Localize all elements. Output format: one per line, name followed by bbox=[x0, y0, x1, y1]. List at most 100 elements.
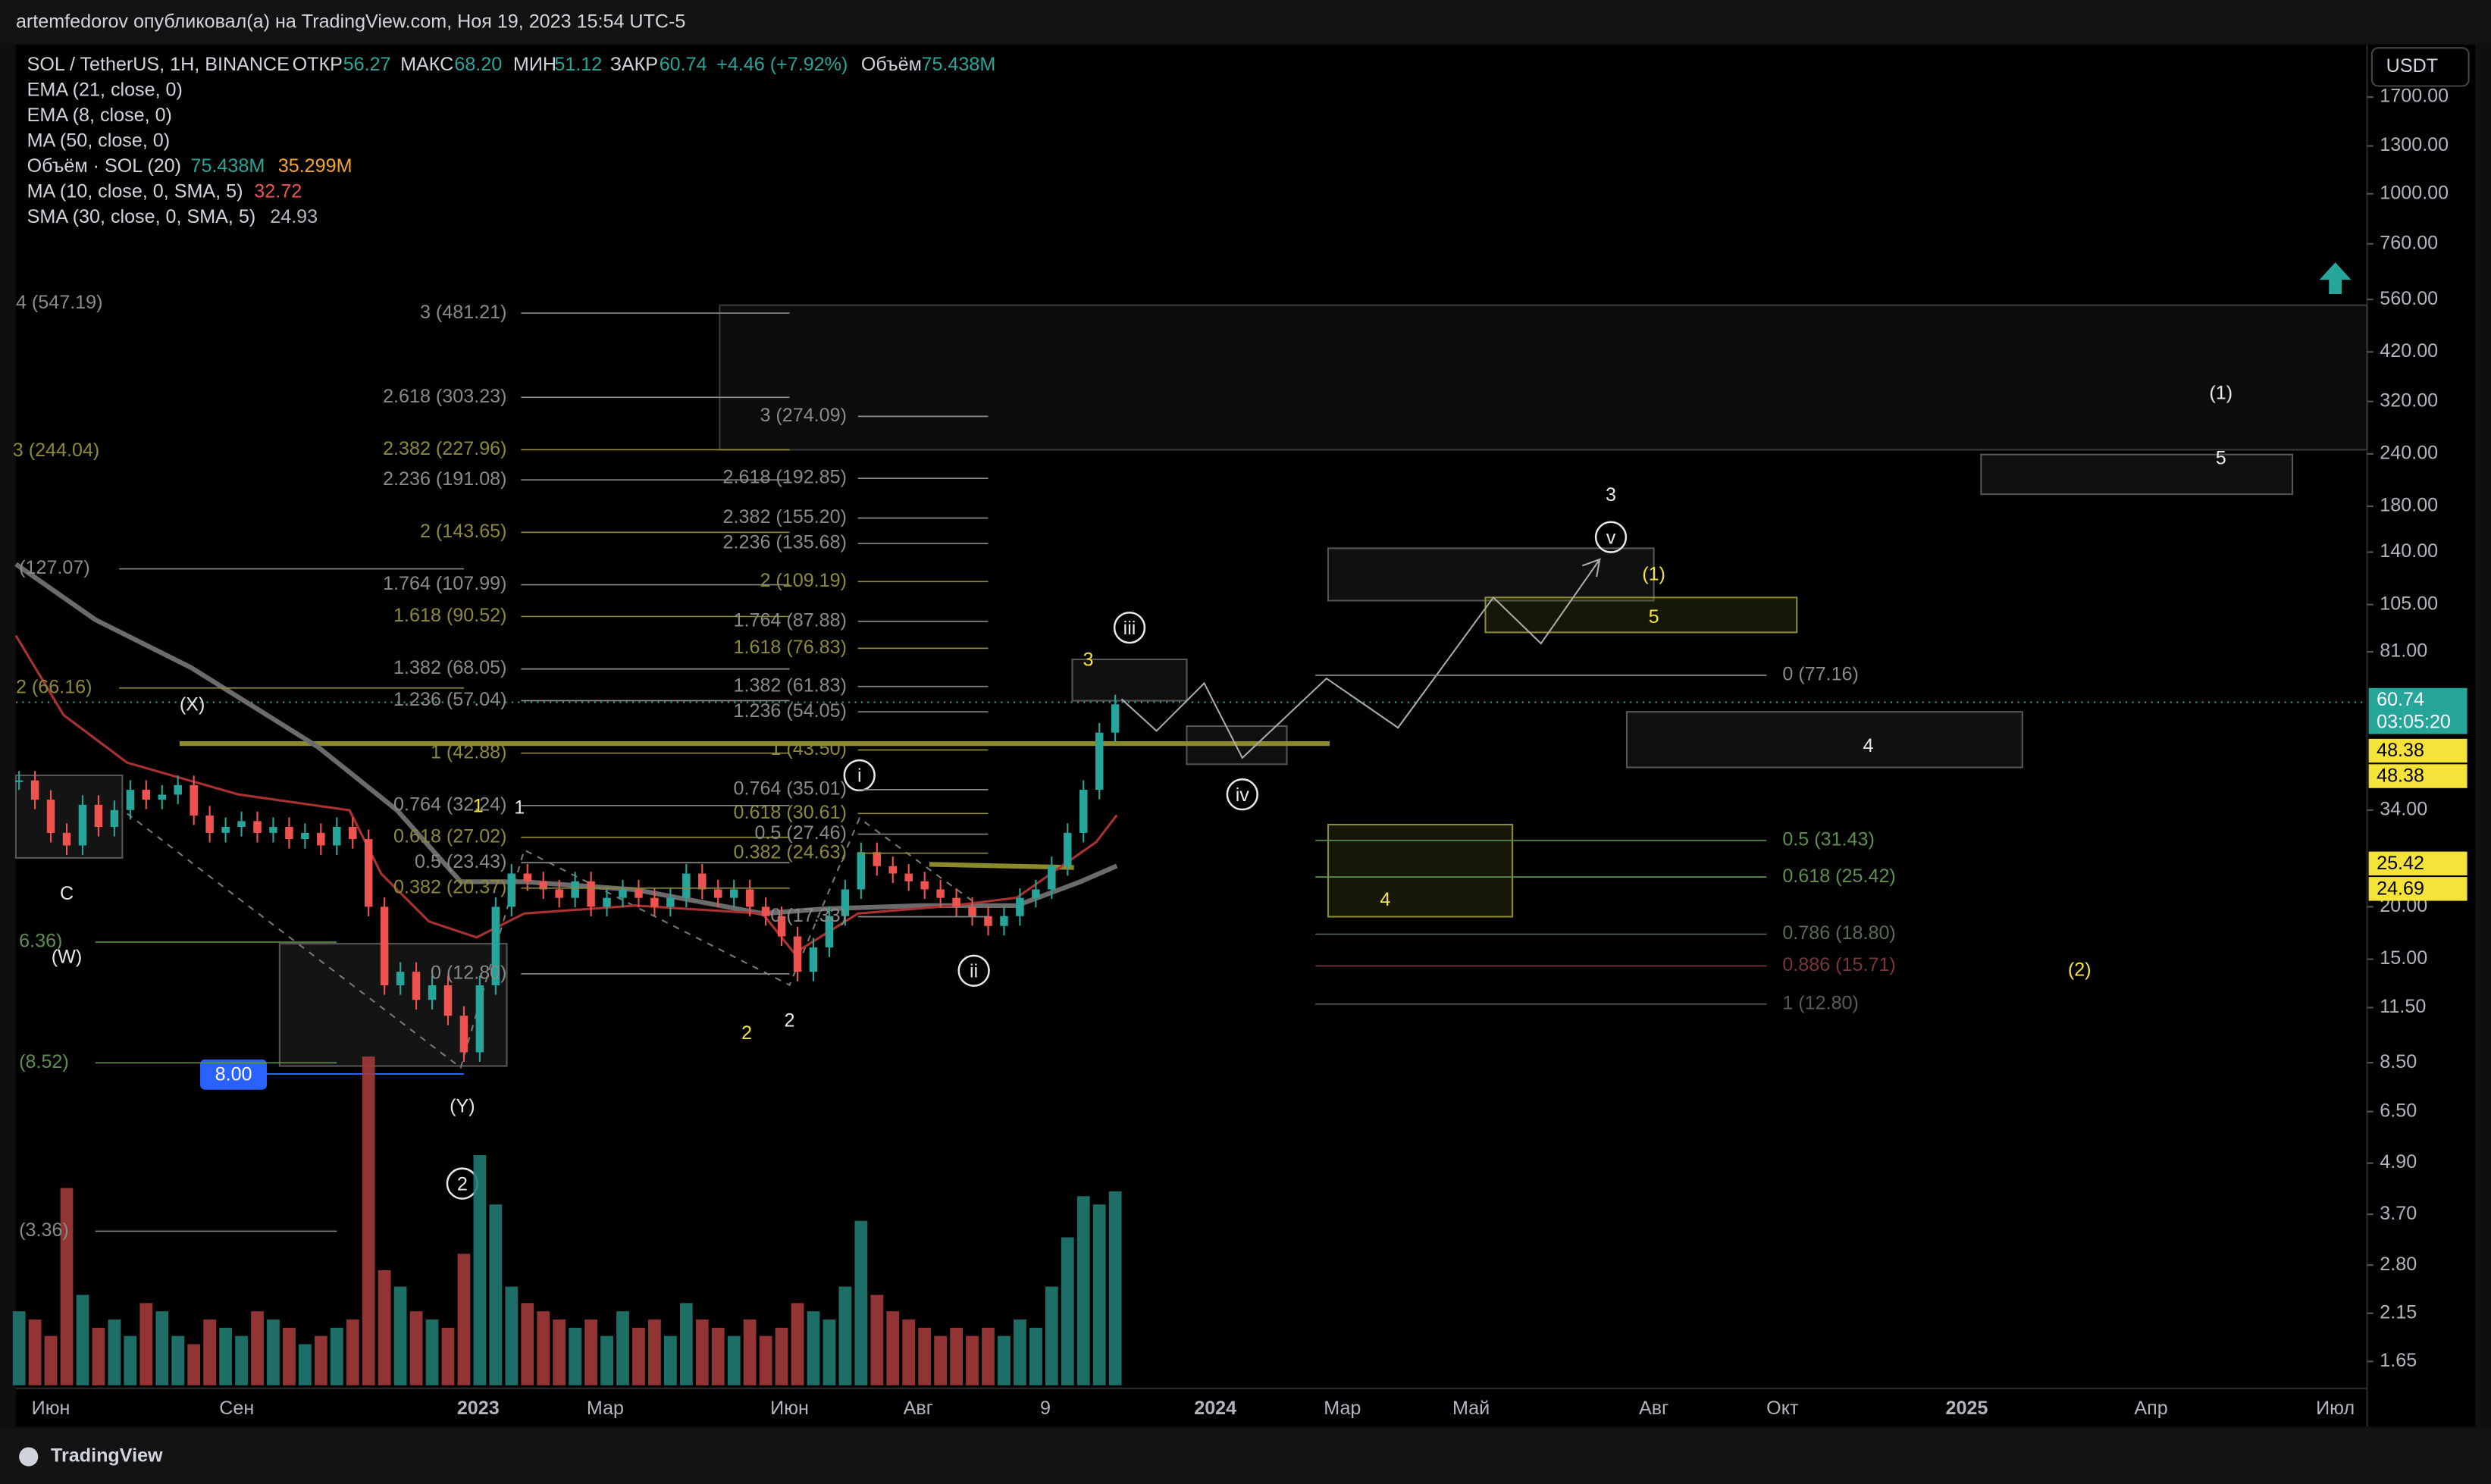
box bbox=[1484, 596, 1798, 634]
candle bbox=[809, 947, 818, 972]
drawings bbox=[14, 262, 2368, 1075]
fib-label: 0 (77.16) bbox=[1782, 664, 1859, 685]
price-tag-label: 48.38 bbox=[2377, 765, 2424, 787]
candle bbox=[78, 804, 87, 846]
candle bbox=[761, 906, 770, 916]
fib-label: 0 (12.80) bbox=[431, 963, 507, 984]
volume-bar bbox=[76, 1295, 89, 1385]
price-tag-timer: 03:05:20 bbox=[2377, 711, 2451, 732]
volume-bar bbox=[998, 1335, 1010, 1385]
price-tag bbox=[2368, 764, 2468, 788]
volume-bar bbox=[505, 1286, 519, 1385]
volume-bar bbox=[966, 1335, 979, 1385]
fib-label: 2 (66.16) bbox=[16, 676, 92, 697]
candle bbox=[1064, 832, 1072, 866]
volume-bar bbox=[791, 1303, 804, 1385]
ema-21 bbox=[14, 634, 1118, 955]
volume-bar bbox=[393, 1286, 407, 1385]
fib-label: 0.618 (30.61) bbox=[734, 802, 847, 823]
volume-bar bbox=[283, 1327, 296, 1385]
volume-bar bbox=[235, 1335, 248, 1385]
legend-text: SOL / TetherUS, 1H, BINANCE bbox=[27, 54, 290, 75]
wave-label: 2 bbox=[457, 1173, 468, 1194]
candle bbox=[1079, 790, 1088, 833]
fib-label: 3 (274.09) bbox=[760, 405, 847, 426]
footer: TradingView bbox=[51, 1445, 163, 1467]
wave-circle bbox=[1113, 611, 1146, 644]
wave-label: ii bbox=[970, 961, 978, 982]
volume-bar bbox=[870, 1295, 884, 1385]
volume-bar bbox=[219, 1327, 232, 1385]
volume-bar bbox=[711, 1327, 725, 1385]
fib-label: 1.618 (76.83) bbox=[734, 637, 847, 658]
price-tag bbox=[2368, 687, 2468, 734]
fib-label: 1.764 (107.99) bbox=[383, 573, 506, 594]
volume-bar bbox=[378, 1270, 391, 1385]
low-tag bbox=[200, 1059, 268, 1090]
volume-bar bbox=[521, 1303, 534, 1385]
fib-label: 2 (143.65) bbox=[420, 521, 507, 542]
volume-bar bbox=[171, 1335, 185, 1385]
volume-bar bbox=[457, 1254, 471, 1385]
projection bbox=[1120, 559, 1601, 759]
fib-label: 0.5 (27.46) bbox=[754, 822, 847, 844]
price-tick: 140.00 bbox=[2380, 540, 2438, 562]
logo bbox=[19, 1447, 39, 1467]
volume-bar bbox=[267, 1319, 280, 1385]
box bbox=[1327, 823, 1514, 918]
fib-label: (127.07) bbox=[19, 557, 90, 578]
candle bbox=[619, 889, 627, 898]
fib-label: 6.36) bbox=[19, 931, 62, 952]
price-tick: 1300.00 bbox=[2380, 134, 2449, 155]
fib-label: 0.382 (20.37) bbox=[393, 876, 506, 897]
wave-label: iv bbox=[1236, 784, 1250, 806]
time-tick: Мар bbox=[1324, 1398, 1361, 1419]
time-tick: Апр bbox=[2134, 1398, 2167, 1419]
candle bbox=[364, 839, 373, 907]
box bbox=[1625, 711, 2023, 769]
volume-bar bbox=[775, 1327, 788, 1385]
time-tick: Мар bbox=[587, 1398, 624, 1419]
candle bbox=[539, 881, 547, 890]
candle bbox=[1095, 732, 1104, 791]
candle bbox=[142, 790, 151, 800]
legend-text: 56.27 bbox=[343, 54, 391, 75]
volume-bar bbox=[409, 1311, 423, 1385]
wave-label: C bbox=[60, 883, 74, 904]
price-tick: 420.00 bbox=[2380, 340, 2438, 362]
volume-bar bbox=[727, 1335, 741, 1385]
candle bbox=[729, 889, 738, 898]
volume-bar bbox=[743, 1319, 757, 1385]
volume-bar bbox=[616, 1311, 629, 1385]
wave-circle bbox=[1594, 521, 1628, 553]
footer-bar bbox=[0, 1428, 2491, 1484]
volume-bar bbox=[60, 1188, 74, 1385]
price-tick: 2.15 bbox=[2380, 1301, 2417, 1323]
candle bbox=[317, 832, 325, 846]
fib-label: 3 (481.21) bbox=[420, 302, 507, 323]
ma-50 bbox=[14, 562, 1118, 916]
price-tag-label: 24.69 bbox=[2377, 878, 2424, 900]
wave-label: i bbox=[857, 765, 862, 787]
up-arrow bbox=[2319, 262, 2352, 295]
fib-label: 1.236 (54.05) bbox=[734, 700, 847, 722]
wave-label: (1) bbox=[1642, 564, 1665, 585]
fib-label: 0.764 (32.24) bbox=[393, 794, 506, 815]
volume-bar bbox=[886, 1311, 900, 1385]
wave-circle bbox=[957, 954, 990, 987]
fib-label: 1.382 (61.83) bbox=[734, 675, 847, 696]
candle bbox=[158, 794, 166, 800]
candle bbox=[571, 881, 579, 898]
box bbox=[1327, 547, 1655, 602]
candle bbox=[174, 784, 182, 795]
candle bbox=[14, 780, 24, 782]
fib-label: 4 (547.19) bbox=[16, 292, 103, 313]
legend-text: +4.46 (+7.92%) bbox=[716, 54, 848, 75]
price-tag bbox=[2368, 851, 2468, 876]
volume-bar bbox=[918, 1327, 932, 1385]
legend-text: 75.438M bbox=[921, 54, 995, 75]
candle bbox=[459, 1016, 468, 1053]
candle bbox=[348, 827, 357, 840]
fib-label: 0 (17.33) bbox=[770, 905, 847, 926]
candle bbox=[110, 809, 119, 828]
